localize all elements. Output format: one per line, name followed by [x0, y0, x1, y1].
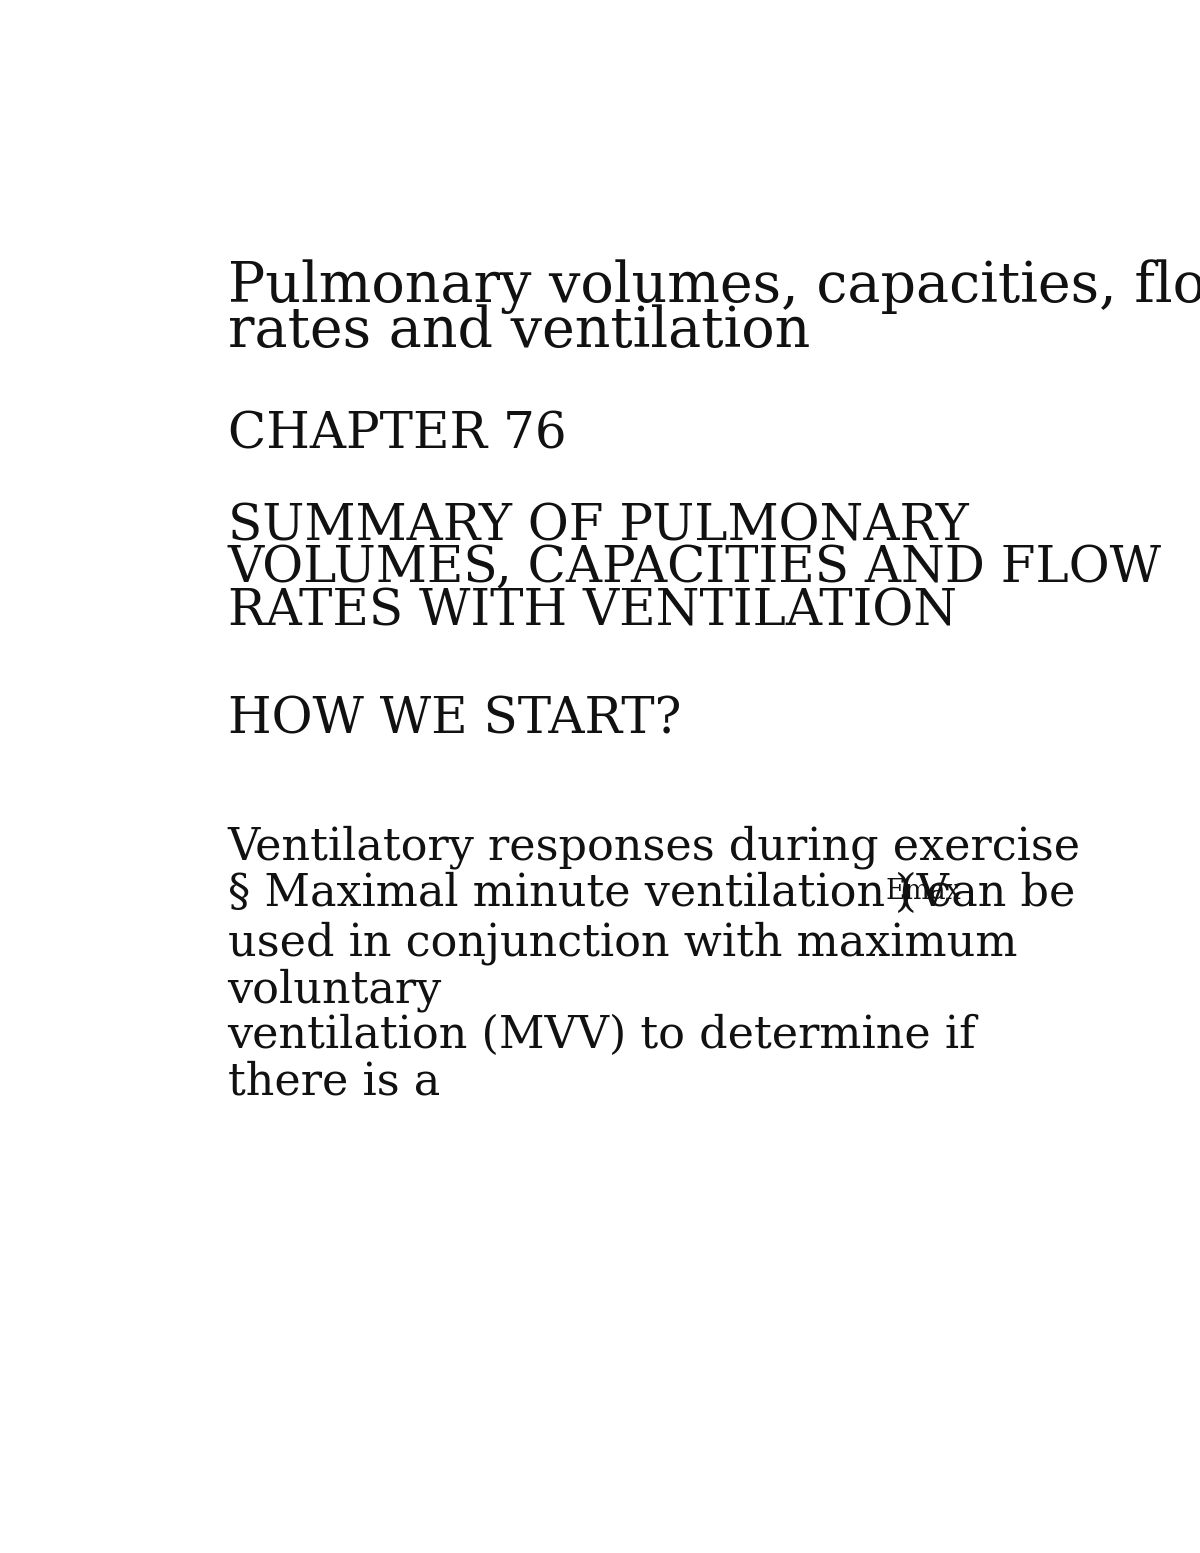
Text: CHAPTER 76: CHAPTER 76 — [228, 410, 566, 460]
Text: Ventilatory responses during exercise: Ventilatory responses during exercise — [228, 826, 1081, 870]
Text: Emax: Emax — [884, 877, 961, 905]
Text: SUMMARY OF PULMONARY: SUMMARY OF PULMONARY — [228, 502, 968, 551]
Text: RATES WITH VENTILATION: RATES WITH VENTILATION — [228, 587, 956, 637]
Text: used in conjunction with maximum: used in conjunction with maximum — [228, 922, 1018, 966]
Text: voluntary: voluntary — [228, 968, 442, 1011]
Text: VOLUMES, CAPACITIES AND FLOW: VOLUMES, CAPACITIES AND FLOW — [228, 545, 1162, 593]
Text: ) can be: ) can be — [894, 871, 1075, 915]
Text: § Maximal minute ventilation (V: § Maximal minute ventilation (V — [228, 871, 948, 915]
Text: HOW WE START?: HOW WE START? — [228, 694, 680, 744]
Text: there is a: there is a — [228, 1061, 439, 1104]
Text: rates and ventilation: rates and ventilation — [228, 304, 810, 359]
Text: Pulmonary volumes, capacities, flow: Pulmonary volumes, capacities, flow — [228, 259, 1200, 314]
Text: ventilation (MVV) to determine if: ventilation (MVV) to determine if — [228, 1014, 976, 1058]
